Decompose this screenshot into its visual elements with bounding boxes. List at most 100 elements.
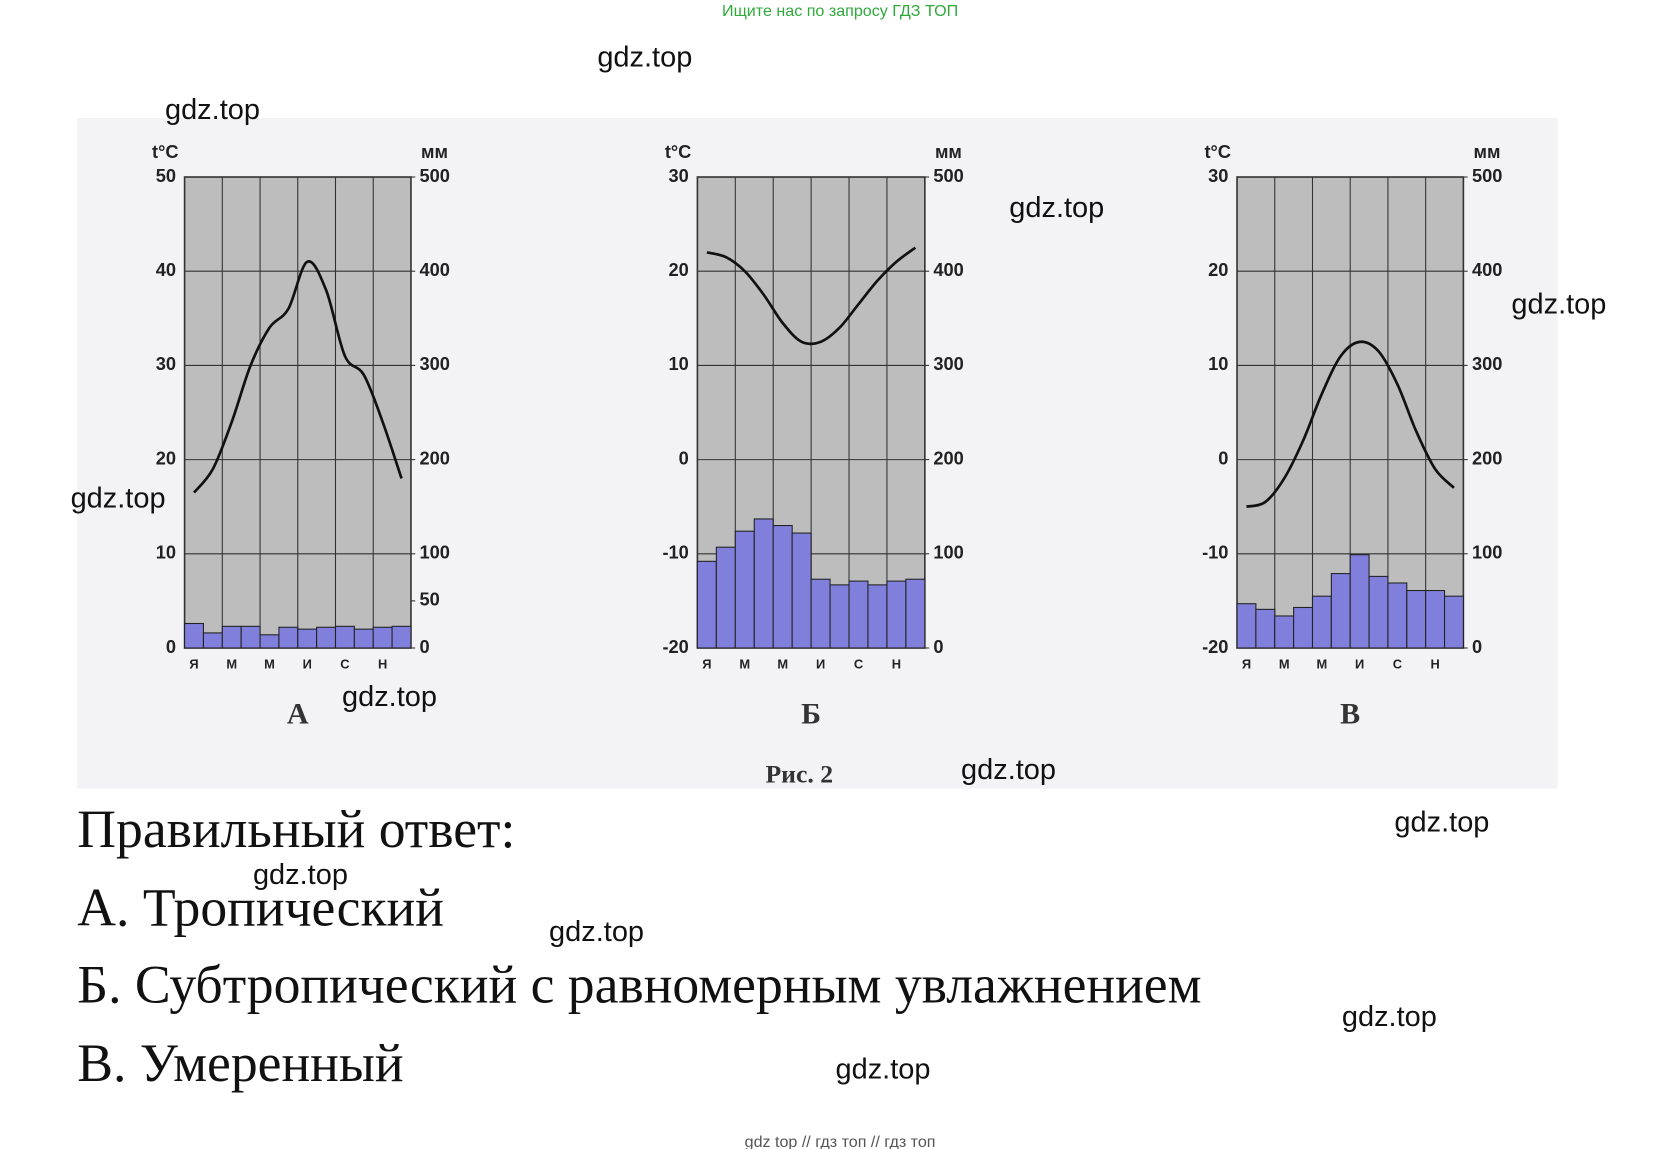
y2-tick-label: 400: [420, 259, 450, 280]
watermark: gdz.top: [1394, 807, 1489, 839]
x-tick-label: С: [340, 657, 349, 672]
x-tick-label: М: [1279, 657, 1290, 672]
watermark: gdz.top: [165, 94, 260, 126]
bar: [316, 626, 337, 649]
bar: [240, 625, 261, 649]
watermark: gdz.top: [836, 1053, 931, 1085]
x-tick-label: И: [816, 657, 825, 672]
watermark: gdz.top: [342, 681, 437, 713]
y2-tick-label: 500: [420, 165, 450, 186]
y-tick-label: 40: [156, 259, 176, 280]
y2-tick-label: 200: [933, 447, 963, 468]
y2-tick-label: 500: [933, 165, 963, 186]
bar: [905, 578, 926, 649]
figure-caption: Рис. 2: [765, 760, 833, 789]
y-axis-label: t°C: [152, 141, 179, 162]
header-text: Ищите нас по запросу ГДЗ ТОП: [722, 2, 958, 20]
bar: [696, 560, 717, 649]
y2-tick-label: 100: [1472, 542, 1502, 563]
watermark: gdz.top: [1009, 192, 1104, 224]
bar: [353, 628, 374, 649]
bar: [297, 628, 318, 649]
bar: [259, 634, 280, 649]
y-tick-label: 20: [1208, 259, 1228, 280]
y2-tick-label: 100: [420, 542, 450, 563]
answer-line: В. Умеренный: [77, 1033, 403, 1093]
bar: [1311, 595, 1332, 649]
watermark: gdz.top: [549, 916, 644, 948]
bar: [334, 625, 355, 649]
bar: [202, 632, 223, 649]
y-tick-label: -20: [662, 636, 688, 657]
bar: [848, 580, 869, 649]
y2-tick-label: 500: [1472, 165, 1502, 186]
watermark: gdz.top: [253, 859, 348, 891]
temperature-line: [706, 246, 917, 346]
x-tick-label: С: [1393, 657, 1402, 672]
answer-line: А. Тропический: [77, 877, 444, 937]
bar: [715, 546, 736, 649]
bar: [753, 518, 774, 649]
bar: [791, 532, 812, 649]
y2-tick-label: 400: [933, 259, 963, 280]
y-tick-label: 0: [166, 636, 176, 657]
bar: [1293, 606, 1314, 649]
watermark: gdz.top: [1511, 288, 1606, 320]
y-tick-label: 20: [669, 259, 689, 280]
watermark: gdz.top: [597, 42, 692, 74]
y-tick-label: 50: [156, 165, 176, 186]
y-tick-label: 20: [156, 447, 176, 468]
x-tick-label: И: [1355, 657, 1364, 672]
y2-tick-label: 300: [420, 353, 450, 374]
bar: [1368, 575, 1389, 649]
x-tick-label: Я: [189, 657, 198, 672]
y-tick-label: -20: [1202, 636, 1228, 657]
x-tick-label: Н: [892, 657, 901, 672]
answer-title: Правильный ответ:: [77, 799, 515, 859]
x-tick-label: Я: [702, 657, 711, 672]
y2-axis-label: мм: [935, 141, 962, 162]
bar: [391, 625, 412, 649]
y2-tick-label: 100: [933, 542, 963, 563]
y-axis-label: t°C: [665, 141, 692, 162]
bar: [372, 626, 393, 649]
y-tick-label: 0: [679, 447, 689, 468]
y-tick-label: -10: [1202, 542, 1228, 563]
bar: [1425, 589, 1446, 649]
bar: [1443, 595, 1464, 649]
bar: [1255, 608, 1276, 649]
bar: [772, 524, 793, 649]
chart-title: В: [1340, 698, 1360, 731]
y2-tick-label: 0: [1472, 636, 1482, 657]
x-tick-label: Н: [1430, 657, 1439, 672]
bar: [810, 578, 831, 649]
y2-tick-label: 0: [933, 636, 943, 657]
chart-title: А: [287, 698, 309, 731]
watermark: gdz.top: [1342, 1001, 1437, 1033]
watermark: gdz.top: [961, 754, 1056, 786]
y2-axis-label: мм: [421, 141, 448, 162]
y-tick-label: 10: [669, 353, 689, 374]
y2-tick-label: 200: [420, 447, 450, 468]
y2-tick-label: 300: [1472, 353, 1502, 374]
y-tick-label: 30: [669, 165, 689, 186]
bar: [1387, 582, 1408, 649]
y2-tick-label: 400: [1472, 259, 1502, 280]
x-tick-label: М: [739, 657, 750, 672]
answer-line: Б. Субтропический с равномерным увлажнен…: [77, 955, 1201, 1015]
y-tick-label: 30: [156, 353, 176, 374]
y-tick-label: -10: [662, 542, 688, 563]
bar: [1274, 615, 1295, 649]
bar: [886, 580, 907, 649]
y-tick-label: 0: [1218, 447, 1228, 468]
x-tick-label: Я: [1242, 657, 1251, 672]
bar: [221, 625, 242, 649]
temperature-line: [192, 260, 403, 494]
y-tick-label: 10: [1208, 353, 1228, 374]
x-tick-label: М: [777, 657, 788, 672]
x-tick-label: И: [303, 657, 312, 672]
